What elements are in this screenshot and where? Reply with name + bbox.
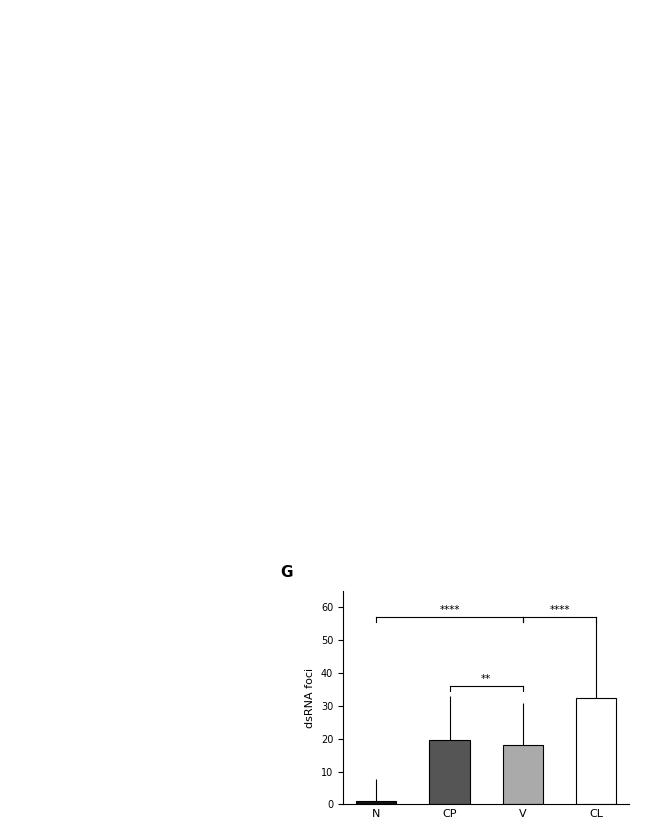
Text: **: **: [481, 675, 492, 685]
Bar: [576, 697, 616, 804]
Bar: [430, 741, 470, 804]
Y-axis label: dsRNA foci: dsRNA foci: [305, 668, 315, 727]
Text: G: G: [280, 565, 292, 580]
Bar: [503, 745, 543, 804]
Text: ****: ****: [549, 605, 570, 615]
Bar: [356, 800, 396, 804]
Text: ****: ****: [440, 605, 460, 615]
